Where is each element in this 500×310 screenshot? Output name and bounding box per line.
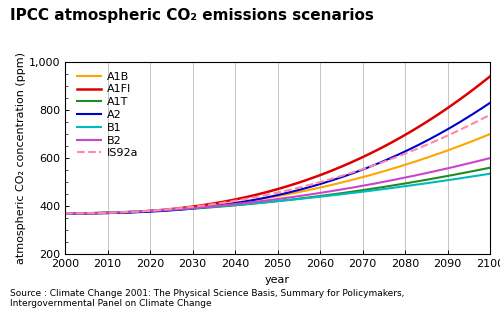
B1 [200, 206, 206, 209]
IS92a [487, 113, 493, 117]
Line: IS92a: IS92a [65, 115, 490, 213]
A2 [371, 163, 377, 167]
A1B [200, 205, 206, 209]
Text: Source : Climate Change 2001: The Physical Science Basis, Summary for Policymake: Source : Climate Change 2001: The Physic… [10, 289, 404, 308]
Line: A1B: A1B [65, 134, 490, 213]
A1T [487, 166, 493, 170]
B2 [200, 205, 206, 209]
B1 [62, 211, 68, 215]
A1FI [330, 169, 336, 172]
A2 [113, 211, 119, 215]
Line: B2: B2 [65, 158, 490, 213]
A2 [369, 164, 375, 168]
A1FI [369, 151, 375, 155]
B1 [113, 210, 119, 214]
B2 [330, 189, 336, 193]
A1T [371, 187, 377, 190]
Line: A1FI: A1FI [65, 77, 490, 213]
A1B [62, 211, 68, 215]
B2 [487, 156, 493, 160]
B1 [330, 193, 336, 197]
A1FI [62, 211, 68, 215]
A1B [369, 173, 375, 176]
A1T [330, 193, 336, 196]
Line: B1: B1 [65, 174, 490, 213]
B1 [371, 188, 377, 192]
Legend: A1B, A1FI, A1T, A2, B1, B2, IS92a: A1B, A1FI, A1T, A2, B1, B2, IS92a [75, 69, 141, 161]
X-axis label: year: year [265, 275, 290, 285]
A1FI [200, 203, 206, 207]
IS92a [200, 204, 206, 207]
Line: A2: A2 [65, 103, 490, 213]
B1 [369, 189, 375, 193]
A2 [62, 211, 68, 215]
B1 [487, 172, 493, 175]
A1T [62, 211, 68, 215]
A1B [371, 172, 377, 176]
Text: IPCC atmospheric CO₂ emissions scenarios: IPCC atmospheric CO₂ emissions scenarios [10, 8, 374, 23]
B2 [62, 211, 68, 215]
B2 [369, 182, 375, 186]
Y-axis label: atmospheric CO₂ concentration (ppm): atmospheric CO₂ concentration (ppm) [16, 52, 26, 264]
B2 [113, 210, 119, 214]
A1FI [487, 75, 493, 78]
A2 [330, 178, 336, 182]
A2 [487, 101, 493, 105]
IS92a [62, 211, 68, 215]
A1B [230, 201, 236, 205]
B2 [230, 202, 236, 206]
A1T [200, 206, 206, 210]
A1T [230, 204, 236, 207]
A2 [230, 202, 236, 205]
IS92a [371, 163, 377, 167]
A1B [330, 183, 336, 187]
A1FI [113, 211, 119, 215]
IS92a [369, 164, 375, 168]
Line: A1T: A1T [65, 168, 490, 213]
A1FI [230, 198, 236, 202]
B1 [230, 203, 236, 207]
A1B [113, 211, 119, 215]
IS92a [113, 211, 119, 215]
IS92a [230, 199, 236, 203]
A1B [487, 132, 493, 136]
A1FI [371, 150, 377, 153]
B2 [371, 182, 377, 186]
A2 [200, 206, 206, 209]
A1T [369, 187, 375, 191]
IS92a [330, 177, 336, 180]
A1T [113, 211, 119, 215]
